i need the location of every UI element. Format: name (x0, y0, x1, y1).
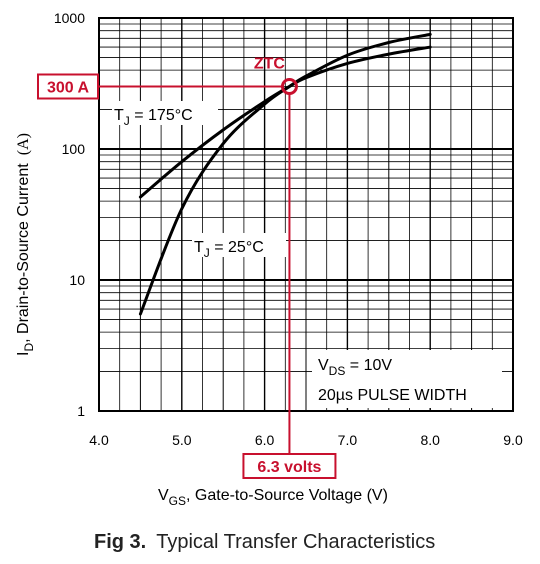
x-tick-labels: 4.0 5.0 6.0 7.0 8.0 9.0 (89, 432, 523, 448)
y-axis-label: ID, Drain-to-Source Current (A) (15, 133, 36, 356)
tj25-label-sub: J (204, 246, 210, 260)
pulse-label: 20µs PULSE WIDTH (318, 387, 467, 404)
vds-label: VDS = 10V (318, 357, 392, 378)
y-axis-label-unit: (A) (15, 133, 32, 155)
x-axis-label-sub: GS (169, 494, 186, 508)
tj175-label-rest: = 175°C (130, 107, 193, 124)
y-tick-label: 1 (77, 403, 85, 419)
x-axis-label-main: V (158, 487, 169, 504)
tj25-label-rest: = 25°C (210, 239, 264, 256)
y-callout-box (37, 73, 99, 100)
x-tick-label: 6.0 (255, 432, 275, 448)
x-tick-label: 7.0 (338, 432, 358, 448)
figure-caption-text: Typical Transfer Characteristics (156, 531, 435, 553)
y-tick-label: 1000 (54, 10, 85, 26)
ztc-label: ZTC (254, 55, 286, 72)
tj175-label-main: T (114, 107, 124, 124)
y-axis-label-rest: , Drain-to-Source Current (15, 163, 32, 343)
vds-label-rest: = 10V (345, 357, 392, 374)
plot-frame (98, 17, 514, 412)
minor-grid (99, 18, 513, 411)
y-axis-label-sub: D (22, 343, 36, 352)
vds-label-main: V (318, 357, 329, 374)
x-callout-text: 6.3 volts (257, 459, 321, 476)
tj175-label-bg (112, 101, 218, 125)
tj175-label: TJ = 175°C (114, 107, 193, 128)
tj25-label-main: T (194, 239, 204, 256)
series-group (138, 32, 432, 316)
series-line-tj25 (138, 32, 432, 316)
y-axis-label-main: I (15, 352, 32, 356)
figure-caption: Fig 3. Typical Transfer Characteristics (94, 531, 435, 553)
x-tick-label: 8.0 (420, 432, 440, 448)
y-tick-label: 10 (69, 272, 85, 288)
x-axis-label: VGS, Gate-to-Source Voltage (V) (158, 487, 388, 508)
y-callout-text: 300 A (47, 79, 90, 96)
figure-caption-number: Fig 3. (94, 531, 146, 553)
ztc-marker (280, 77, 298, 95)
x-tick-label: 5.0 (172, 432, 192, 448)
y-tick-label: 100 (62, 141, 86, 157)
x-callout-box (242, 453, 337, 479)
y-tick-labels: 1 10 100 1000 (54, 10, 85, 419)
tj25-label-bg (192, 233, 286, 257)
x-axis-label-rest: , Gate-to-Source Voltage (V) (186, 487, 388, 504)
tj175-label-sub: J (124, 114, 130, 128)
tj25-label: TJ = 25°C (194, 239, 264, 260)
x-tick-label: 4.0 (89, 432, 109, 448)
vds-label-sub: DS (329, 364, 346, 378)
conditions-label-bg (312, 350, 502, 408)
x-tick-label: 9.0 (503, 432, 523, 448)
